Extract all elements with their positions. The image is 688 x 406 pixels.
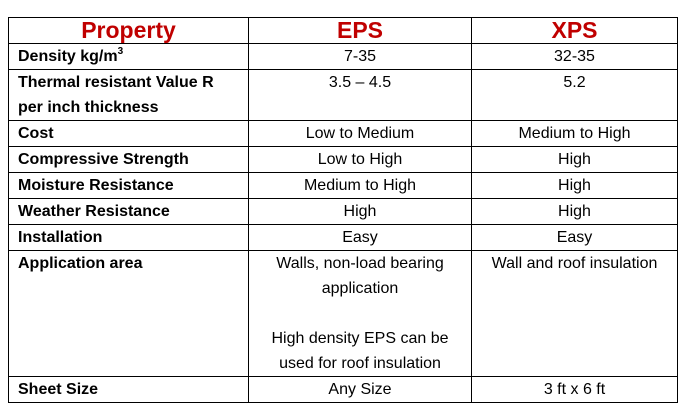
eps-cell: Any Size	[248, 376, 472, 403]
eps-cell: 7-35	[248, 43, 472, 70]
eps-application-note: High density EPS can be used for roof in…	[271, 330, 449, 372]
eps-cell: Walls, non-load bearing application High…	[248, 250, 472, 377]
xps-cell: Easy	[471, 224, 678, 251]
property-cell: Sheet Size	[8, 376, 249, 403]
xps-cell: 3 ft x 6 ft	[471, 376, 678, 403]
eps-cell: 3.5 – 4.5	[248, 69, 472, 121]
eps-cell: Medium to High	[248, 172, 472, 199]
property-cell: Installation	[8, 224, 249, 251]
eps-cell: High	[248, 198, 472, 225]
table-row: Weather Resistance High High	[8, 198, 678, 225]
table-row: Application area Walls, non-load bearing…	[8, 250, 678, 377]
header-eps: EPS	[248, 17, 472, 44]
xps-cell: 32-35	[471, 43, 678, 70]
xps-cell: High	[471, 146, 678, 173]
table-row: Cost Low to Medium Medium to High	[8, 120, 678, 147]
property-cell: Compressive Strength	[8, 146, 249, 173]
header-row: Property EPS XPS	[8, 17, 678, 44]
property-label: Density kg/m	[18, 48, 118, 65]
xps-cell: Medium to High	[471, 120, 678, 147]
table-row: Installation Easy Easy	[8, 224, 678, 251]
table-row: Compressive Strength Low to High High	[8, 146, 678, 173]
xps-cell: 5.2	[471, 69, 678, 121]
header-property: Property	[8, 17, 249, 44]
xps-cell: High	[471, 198, 678, 225]
property-cell: Application area	[8, 250, 249, 377]
xps-cell: Wall and roof insulation	[471, 250, 678, 377]
xps-cell: High	[471, 172, 678, 199]
property-cell: Moisture Resistance	[8, 172, 249, 199]
eps-application-text: Walls, non-load bearing application	[276, 255, 444, 297]
property-cell: Cost	[8, 120, 249, 147]
comparison-table: Property EPS XPS Density kg/m3 7-35 32-3…	[8, 17, 678, 403]
table-row: Thermal resistant Value R per inch thick…	[8, 69, 678, 121]
property-cell: Density kg/m3	[8, 43, 249, 70]
property-cell: Weather Resistance	[8, 198, 249, 225]
unit-superscript: 3	[117, 46, 124, 57]
table-row: Moisture Resistance Medium to High High	[8, 172, 678, 199]
property-cell: Thermal resistant Value R per inch thick…	[8, 69, 249, 121]
eps-cell: Easy	[248, 224, 472, 251]
header-xps: XPS	[471, 17, 678, 44]
eps-cell: Low to High	[248, 146, 472, 173]
table-row: Density kg/m3 7-35 32-35	[8, 43, 678, 70]
table-row: Sheet Size Any Size 3 ft x 6 ft	[8, 376, 678, 403]
eps-cell: Low to Medium	[248, 120, 472, 147]
